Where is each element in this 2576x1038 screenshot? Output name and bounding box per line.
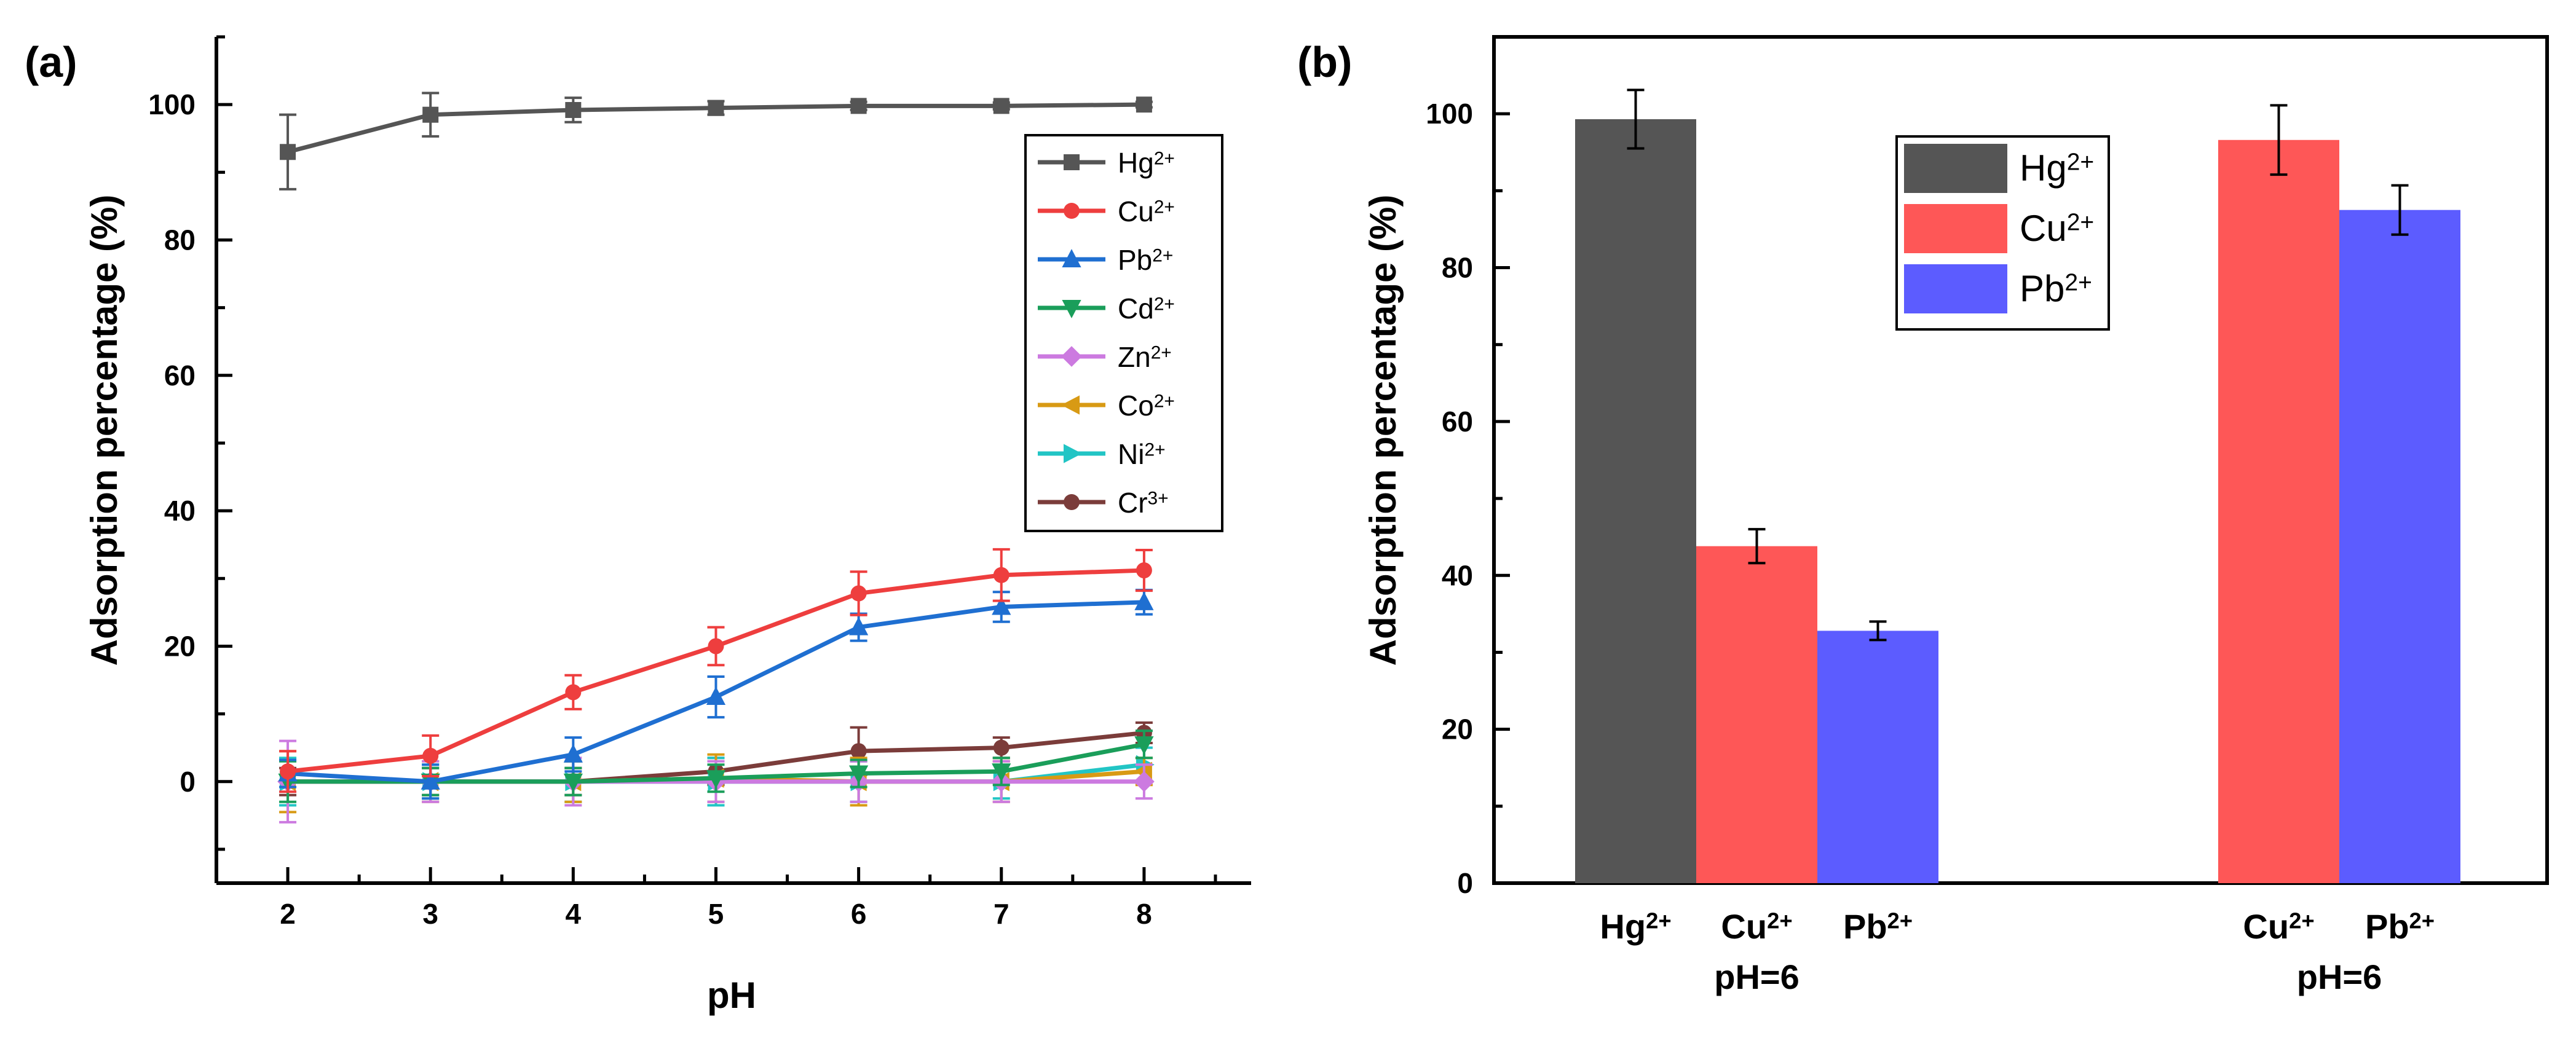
panel-b-label: (b) bbox=[1297, 38, 1352, 86]
panel-a-ytick-label: 100 bbox=[148, 88, 196, 120]
data-point bbox=[1133, 771, 1155, 792]
data-point bbox=[706, 770, 726, 789]
data-point bbox=[992, 596, 1011, 615]
panel-b-frame bbox=[1492, 35, 2549, 885]
legend-marker bbox=[1061, 395, 1080, 415]
data-point bbox=[708, 638, 724, 655]
bar-category-label: Cu2+ bbox=[2243, 907, 2314, 946]
legend-swatch bbox=[1904, 264, 2007, 313]
legend-swatch bbox=[1904, 204, 2007, 253]
data-point bbox=[1136, 562, 1152, 579]
data-point bbox=[708, 100, 724, 116]
data-point bbox=[421, 771, 440, 790]
legend-label: Cu2+ bbox=[2020, 208, 2094, 249]
panel-a-xtick-label: 6 bbox=[851, 898, 867, 930]
data-point bbox=[280, 144, 296, 160]
data-point bbox=[993, 567, 1009, 583]
panel-a-xtick-label: 7 bbox=[994, 898, 1009, 930]
legend-label: Pb2+ bbox=[1118, 244, 1173, 276]
panel-b-legend: Hg2+ Cu2+ Pb2+ bbox=[1895, 135, 2110, 331]
panel-a-xtick-label: 3 bbox=[422, 898, 438, 930]
data-point bbox=[1134, 736, 1154, 755]
legend-label: Zn2+ bbox=[1118, 341, 1172, 373]
panel-a-xtick-label: 2 bbox=[280, 898, 296, 930]
data-point bbox=[563, 773, 583, 792]
panel-a-xtick-label: 5 bbox=[708, 898, 724, 930]
legend-marker bbox=[1061, 346, 1082, 367]
series-cd bbox=[278, 729, 1154, 803]
panel-b-ytick-label: 100 bbox=[1426, 98, 1473, 130]
bar-category-label: Pb2+ bbox=[1843, 907, 1913, 946]
series-hg bbox=[279, 92, 1153, 191]
panel-b-ylabel: Adsorption percentage (%) bbox=[1362, 195, 1404, 666]
legend-marker bbox=[1062, 300, 1081, 318]
legend-marker bbox=[1064, 154, 1080, 170]
panel-a-ytick-label: 40 bbox=[164, 495, 196, 527]
panel-a-legend: Hg2+ Cu2+ Pb2+ Cd2+ Zn2+ Co2+ Ni2+ Cr3+ bbox=[1024, 134, 1223, 532]
panel-b-ytick-label: 0 bbox=[1457, 867, 1473, 899]
bar-category-label: Hg2+ bbox=[1600, 907, 1671, 946]
data-point bbox=[850, 743, 867, 760]
legend-swatch bbox=[1904, 144, 2007, 193]
data-point bbox=[706, 686, 726, 706]
data-point bbox=[992, 763, 1011, 782]
panel-b-ytick-label: 40 bbox=[1442, 559, 1473, 591]
data-point bbox=[1134, 591, 1154, 610]
data-point bbox=[563, 744, 583, 763]
panel-a-xlabel: pH bbox=[707, 975, 756, 1016]
panel-b-plot: 0 20 40 60 80 100 Hg2+ Cu2+ Pb2+ pH=6 Cu2+ Pb2+ pH=6… bbox=[1426, 35, 2549, 996]
legend-label: Hg2+ bbox=[1118, 147, 1175, 179]
panel-a-ytick-label: 60 bbox=[164, 360, 196, 391]
bar-category-label: Pb2+ bbox=[2365, 907, 2435, 946]
bar-pb bbox=[1817, 631, 1938, 883]
bar-cu bbox=[1696, 546, 1817, 883]
data-point bbox=[280, 763, 296, 780]
legend-marker bbox=[1062, 249, 1081, 267]
legend-label: Cr3+ bbox=[1118, 487, 1169, 519]
legend-label: Pb2+ bbox=[2020, 268, 2092, 309]
data-point bbox=[993, 98, 1009, 114]
data-point bbox=[565, 101, 582, 118]
legend-label: Cd2+ bbox=[1118, 293, 1175, 324]
bar-hg bbox=[1575, 119, 1696, 883]
series-cu bbox=[279, 548, 1153, 793]
panel-a-ytick-label: 20 bbox=[164, 630, 196, 662]
data-point bbox=[850, 98, 867, 114]
bar-category-label: Cu2+ bbox=[1721, 907, 1792, 946]
panel-a-label: (a) bbox=[25, 38, 77, 86]
legend-marker bbox=[1064, 444, 1082, 463]
bar-cu bbox=[2218, 140, 2339, 883]
data-point bbox=[849, 765, 869, 784]
panel-a-plot: 0 20 40 60 80 100 2 3 4 5 6 7 8 Hg2+ Cu2+ Pb2+ Cd2+ Zn2+ C… bbox=[148, 35, 1251, 930]
panel-a-ytick-label: 0 bbox=[180, 766, 196, 798]
data-point bbox=[422, 106, 439, 123]
panel-a-xtick-label: 4 bbox=[566, 898, 582, 930]
data-point bbox=[993, 739, 1009, 756]
legend-label: Ni2+ bbox=[1118, 438, 1166, 470]
legend-label: Co2+ bbox=[1118, 390, 1175, 422]
legend-marker bbox=[1064, 203, 1080, 219]
data-point bbox=[1136, 96, 1152, 113]
legend-marker bbox=[1064, 494, 1080, 510]
panel-b-ytick-label: 80 bbox=[1442, 252, 1473, 284]
series-line bbox=[287, 568, 1145, 774]
group-label: pH=6 bbox=[2297, 957, 2382, 996]
data-point bbox=[565, 684, 582, 701]
data-point bbox=[422, 747, 439, 764]
bar-group: Cu2+ Pb2+ pH=6 bbox=[2218, 104, 2460, 996]
legend-box bbox=[1024, 134, 1223, 532]
legend-label: Hg2+ bbox=[2020, 147, 2094, 189]
panel-b-ytick-label: 60 bbox=[1442, 406, 1473, 438]
data-point bbox=[850, 585, 867, 602]
panel-a-ytick-label: 80 bbox=[164, 224, 196, 256]
bar-pb bbox=[2339, 210, 2460, 884]
legend-label: Cu2+ bbox=[1118, 195, 1175, 227]
bar-group: Hg2+ Cu2+ Pb2+ pH=6 bbox=[1575, 88, 1938, 996]
group-label: pH=6 bbox=[1714, 957, 1800, 996]
data-point bbox=[849, 616, 869, 635]
panel-a-xtick-label: 8 bbox=[1136, 898, 1152, 930]
panel-b-ytick-label: 20 bbox=[1442, 714, 1473, 745]
panel-a-ylabel: Adsorption percentage (%) bbox=[84, 195, 125, 666]
